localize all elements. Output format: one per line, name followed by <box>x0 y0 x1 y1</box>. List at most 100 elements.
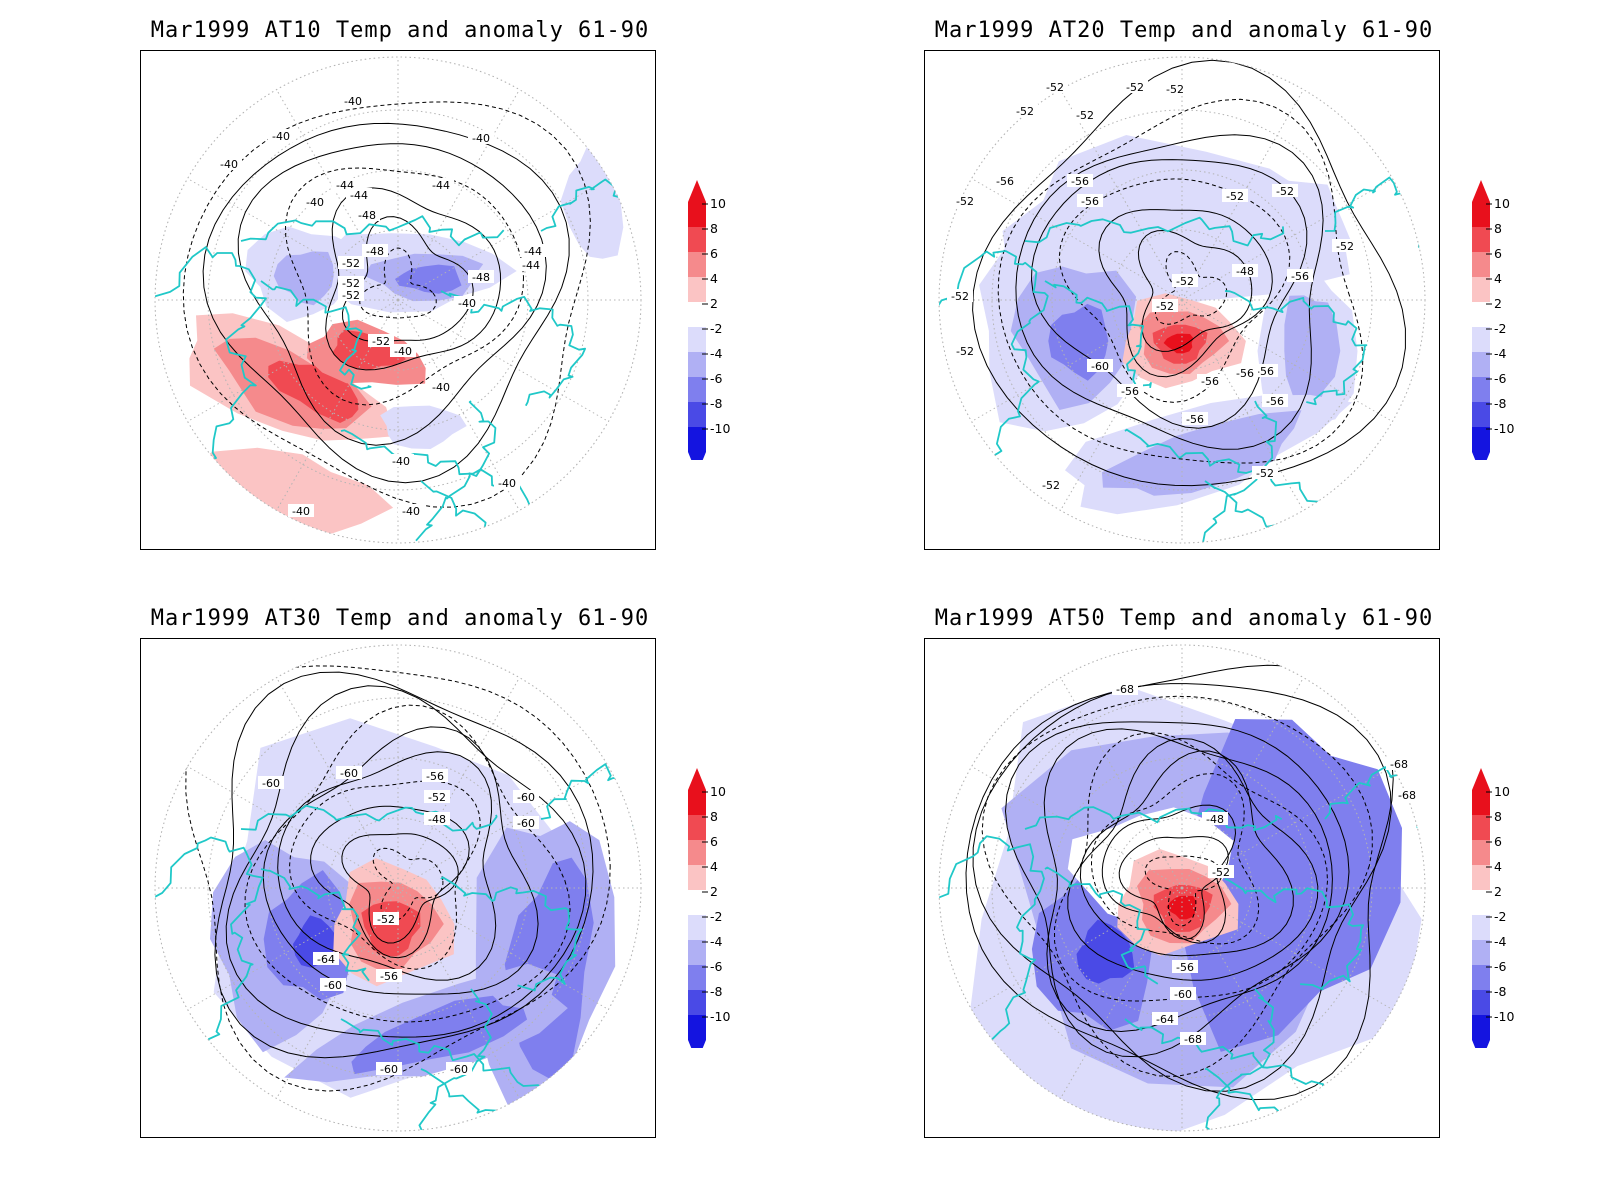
contour-label-bg <box>1072 108 1098 121</box>
colorbar-segment <box>688 352 706 377</box>
colorbar-label: 4 <box>1494 859 1502 874</box>
colorbar-segment <box>1472 1015 1490 1040</box>
contour-label-bg <box>338 256 364 269</box>
coastline <box>1224 290 1368 406</box>
contour-label-bg <box>258 776 284 789</box>
meridian-line <box>397 299 615 426</box>
contour-label-bg <box>1222 189 1248 202</box>
contour-label-bg <box>1112 682 1138 695</box>
colorbar-segment <box>1472 277 1490 302</box>
contour-label: -60 <box>262 777 280 790</box>
colorbar-segment <box>1472 790 1490 815</box>
colorbar-segment <box>1472 377 1490 402</box>
contour-label-bg <box>1394 788 1420 801</box>
contour-label: -56 <box>1256 365 1274 378</box>
contour-label-bg <box>1180 1032 1206 1045</box>
meridian-line <box>965 174 1183 301</box>
colorbar-segment <box>688 815 706 840</box>
contour-label: -40 <box>472 132 490 145</box>
contour-lines <box>185 665 611 1092</box>
map-boundary <box>938 644 1426 1132</box>
contour-label: -56 <box>1176 961 1194 974</box>
isotherm <box>1015 134 1324 450</box>
contour-label: -56 <box>1291 270 1309 283</box>
colorbar-label: 10 <box>1494 196 1510 211</box>
colorbar-label: 8 <box>710 221 718 236</box>
cold-anomaly <box>380 405 467 449</box>
contour-label-bg <box>368 334 394 347</box>
colorbar-label: -6 <box>710 371 723 386</box>
meridian-line <box>1181 671 1308 889</box>
coastline <box>1224 878 1365 991</box>
colorbar-segment <box>688 227 706 252</box>
colorbar-arrow-bottom <box>1472 1040 1490 1062</box>
colorbar-arrow-top <box>1472 180 1490 202</box>
coastline <box>1044 866 1159 985</box>
warm-anomaly <box>1166 895 1196 920</box>
colorbar-segment <box>688 1015 706 1040</box>
contour-label-bg <box>468 270 494 283</box>
colorbar-arrow-bottom <box>1472 452 1490 474</box>
colorbar-arrow-top <box>1472 768 1490 790</box>
colorbar-label: 4 <box>710 271 718 286</box>
isotherm <box>1101 804 1237 944</box>
colorbar-arrow-top <box>688 768 706 790</box>
isotherm <box>185 665 611 1092</box>
meridian-line <box>272 671 399 889</box>
colorbar-segment <box>688 990 706 1015</box>
isotherm <box>972 59 1406 487</box>
map-content <box>155 57 641 543</box>
contour-label: -52 <box>342 277 360 290</box>
colorbar-at30: 10 8 6 4 2 -2 -4 -6 -8 -10 <box>686 758 746 1062</box>
contour-label-bg <box>390 344 416 357</box>
contour-label: -60 <box>1091 360 1109 373</box>
map-boundary <box>938 56 1426 544</box>
colorbar-segment <box>688 790 706 815</box>
colorbar-svg: 10 8 6 4 2 -2 -4 -6 -8 -10 <box>1472 180 1514 474</box>
isotherm <box>1118 836 1229 940</box>
coastline <box>1024 216 1285 247</box>
contour-label-bg <box>494 476 520 489</box>
colorbar-label: 2 <box>710 884 718 899</box>
meridian-line <box>181 762 399 889</box>
contour-lines <box>972 59 1406 487</box>
panel-title: Mar1999 AT30 Temp and anomaly 61-90 <box>150 606 650 631</box>
colorbar-label: -6 <box>1494 959 1507 974</box>
colorbar-svg: 10 8 6 4 2 -2 -4 -6 -8 -10 <box>1472 768 1514 1062</box>
contour-label-bg <box>952 344 978 357</box>
contour-label-bg <box>313 952 339 965</box>
colorbar-label: 8 <box>710 809 718 824</box>
colorbar-label: -8 <box>710 396 723 411</box>
contour-label-bg <box>1252 466 1278 479</box>
contour-label: -52 <box>951 290 969 303</box>
colorbar-label: -4 <box>710 346 723 361</box>
colorbar-label: 6 <box>1494 246 1502 261</box>
contour-label: -56 <box>1186 413 1204 426</box>
contour-label: -40 <box>432 381 450 394</box>
colorbar-segment <box>1472 840 1490 865</box>
colorbar-label: -10 <box>1494 421 1514 436</box>
contour-label: -68 <box>1398 789 1416 802</box>
contour-label-bg <box>1232 366 1258 379</box>
colorbar-arrow-bottom <box>688 1040 706 1062</box>
contour-label-bg <box>424 812 450 825</box>
contour-label-bg <box>338 276 364 289</box>
isotherm <box>1079 750 1294 957</box>
contour-label: -40 <box>306 196 324 209</box>
isotherm <box>1058 178 1291 403</box>
isotherm <box>1004 721 1350 1058</box>
map-frame: -40 -40 -40 -40 -40 -44 -44 -44 -44 -44 -48 -48 -48-… <box>140 50 656 550</box>
contour-label: -52 <box>1046 81 1064 94</box>
isotherm <box>214 671 594 1059</box>
latitude-circle <box>1111 817 1253 959</box>
colorbar-label: 2 <box>710 296 718 311</box>
colorbar-segment <box>688 865 706 890</box>
map-content <box>155 645 641 1131</box>
coastline <box>415 400 497 542</box>
contour-label-bg <box>340 94 366 107</box>
contour-label: -52 <box>377 913 395 926</box>
meridian-line <box>965 299 1183 426</box>
contour-label: -44 <box>524 245 542 258</box>
contour-label-bg <box>1182 412 1208 425</box>
colorbar-label: -2 <box>710 909 722 924</box>
